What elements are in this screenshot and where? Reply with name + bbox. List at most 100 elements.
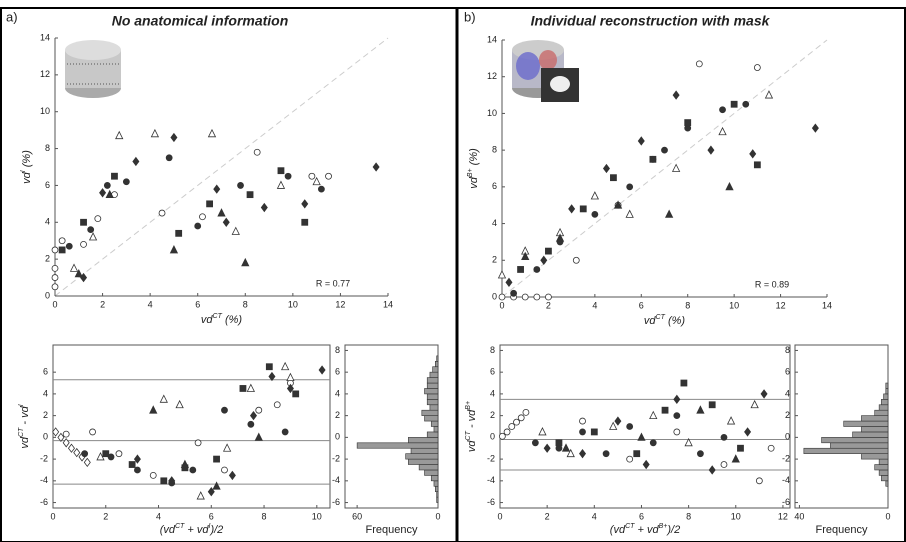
point bbox=[602, 450, 610, 458]
x-tick-label: 8 bbox=[686, 511, 691, 521]
bar bbox=[435, 360, 439, 368]
y-tick-label: 10 bbox=[487, 108, 497, 118]
point bbox=[217, 208, 226, 217]
bar bbox=[429, 371, 439, 378]
axis-label-part: )/2 bbox=[665, 524, 680, 536]
bar bbox=[883, 393, 889, 400]
point bbox=[602, 163, 610, 174]
point bbox=[249, 410, 257, 421]
x-tick-label: 12 bbox=[778, 511, 788, 521]
point bbox=[115, 450, 123, 458]
point bbox=[99, 188, 107, 198]
axis-label-part: vd bbox=[644, 315, 657, 327]
axis-label-part: CT bbox=[213, 313, 223, 320]
point bbox=[276, 180, 286, 189]
point bbox=[51, 274, 59, 281]
axis-label-part: I bbox=[20, 170, 27, 172]
point bbox=[132, 156, 140, 167]
point bbox=[372, 162, 380, 172]
point bbox=[498, 293, 506, 301]
point bbox=[273, 401, 281, 409]
axis-label-part: )/2 bbox=[208, 524, 223, 536]
axis-label-part: (vd bbox=[160, 524, 176, 536]
point bbox=[543, 443, 551, 453]
axis-label: Frequency bbox=[366, 524, 418, 536]
point bbox=[199, 213, 206, 221]
bar bbox=[426, 382, 439, 389]
point bbox=[281, 361, 290, 371]
point bbox=[811, 123, 819, 133]
y-tick-label: 4 bbox=[45, 217, 50, 227]
point bbox=[579, 417, 586, 425]
point bbox=[737, 444, 744, 452]
identity-line bbox=[501, 39, 828, 298]
point bbox=[625, 209, 634, 218]
cylinder-icon bbox=[65, 40, 121, 98]
point bbox=[697, 450, 704, 458]
point bbox=[277, 167, 285, 175]
bar bbox=[436, 491, 439, 498]
point bbox=[213, 455, 220, 463]
x-tick-label: 2 bbox=[103, 511, 108, 521]
point bbox=[221, 406, 228, 414]
y-tick-label: 6 bbox=[490, 367, 495, 377]
point bbox=[212, 481, 221, 490]
axis-label-part: - vd bbox=[466, 409, 478, 431]
axis-label: vdI (%) bbox=[20, 150, 33, 184]
panel-label: b) bbox=[464, 9, 476, 24]
axis-label-part: + vd bbox=[634, 524, 659, 536]
point bbox=[284, 172, 292, 180]
point bbox=[194, 439, 202, 447]
point bbox=[498, 432, 506, 440]
bar bbox=[418, 464, 439, 471]
y-tick-label: 8 bbox=[45, 143, 50, 153]
axis-label-part: (%) bbox=[468, 148, 480, 169]
point bbox=[510, 289, 518, 297]
point bbox=[680, 379, 688, 387]
point bbox=[730, 100, 738, 108]
point bbox=[260, 202, 268, 213]
point bbox=[149, 471, 157, 479]
point bbox=[708, 401, 716, 409]
bar bbox=[803, 447, 889, 454]
axis-label: vdCT - vdB+ bbox=[465, 401, 478, 452]
y-tick-label: 4 bbox=[490, 388, 495, 398]
point bbox=[664, 209, 674, 218]
point bbox=[62, 438, 70, 448]
point bbox=[149, 405, 158, 414]
point bbox=[613, 200, 623, 209]
point bbox=[168, 476, 176, 486]
bar bbox=[435, 485, 439, 492]
point bbox=[533, 293, 541, 301]
bar bbox=[843, 420, 889, 427]
y-tick-label: 6 bbox=[335, 367, 340, 377]
point bbox=[246, 383, 256, 392]
point bbox=[111, 172, 118, 180]
x-tick-label: 0 bbox=[499, 300, 504, 310]
bar bbox=[821, 437, 889, 444]
point bbox=[673, 412, 681, 420]
x-tick-label: 14 bbox=[383, 299, 393, 309]
y-tick-label: 12 bbox=[40, 69, 50, 79]
point bbox=[517, 266, 524, 273]
point bbox=[175, 399, 184, 409]
y-tick-label: 0 bbox=[785, 432, 790, 442]
bar bbox=[424, 469, 439, 476]
panel-label: a) bbox=[6, 9, 18, 24]
axis-label-part: B+ bbox=[465, 401, 472, 410]
bar bbox=[885, 382, 889, 389]
y-tick-label: 8 bbox=[335, 345, 340, 355]
point bbox=[69, 263, 79, 272]
point bbox=[718, 126, 727, 136]
point bbox=[707, 145, 715, 155]
point bbox=[231, 226, 240, 235]
axis-label: vdCT - vdI bbox=[18, 404, 31, 448]
bar bbox=[433, 426, 439, 433]
point bbox=[626, 183, 634, 191]
point bbox=[545, 293, 552, 301]
point bbox=[189, 466, 197, 474]
identity-line bbox=[54, 37, 389, 297]
point bbox=[764, 90, 774, 99]
bar bbox=[426, 431, 439, 438]
point bbox=[128, 461, 136, 468]
